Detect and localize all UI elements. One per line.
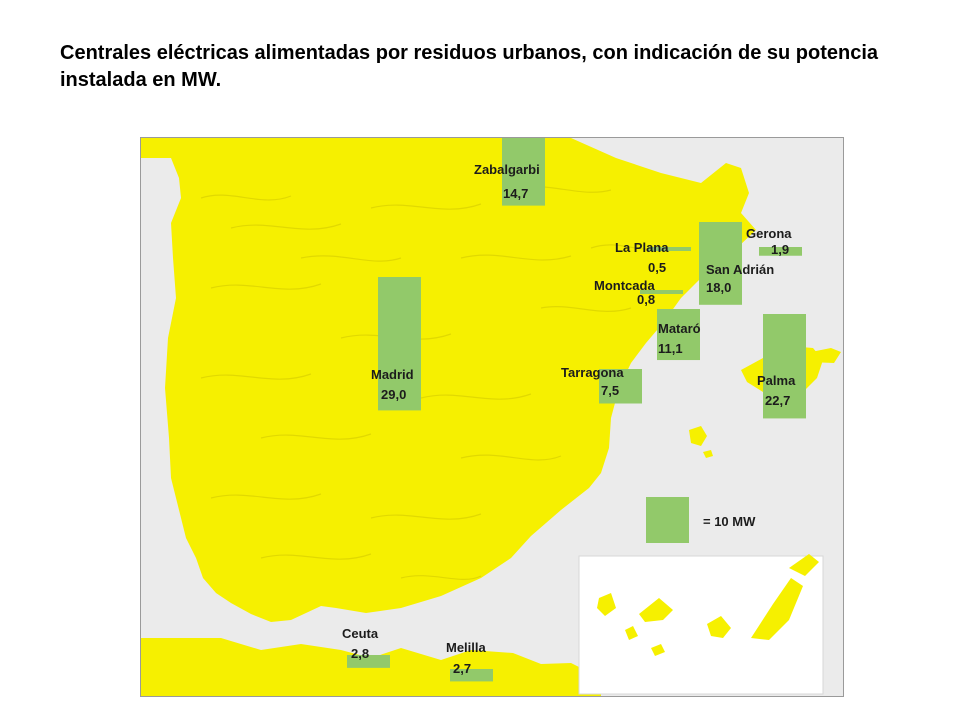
- menorca-island: [801, 348, 841, 363]
- plant-name-label: Tarragona: [561, 365, 624, 380]
- plant-name-label: Zabalgarbi: [474, 162, 540, 177]
- plant-value-label: 29,0: [381, 387, 406, 402]
- plant-name-label: San Adrián: [706, 262, 774, 277]
- plant-value-label: 22,7: [765, 393, 790, 408]
- plant-name-label: La Plana: [615, 240, 669, 255]
- plant-value-label: 1,9: [771, 242, 789, 257]
- bar-zabalgarbi: [502, 138, 545, 206]
- plant-value-label: 0,5: [648, 260, 666, 275]
- plant-value-label: 0,8: [637, 292, 655, 307]
- legend: = 10 MW: [646, 497, 756, 543]
- plant-name-label: Melilla: [446, 640, 487, 655]
- bar-san-adri-n: [699, 222, 742, 305]
- iberia-map: Zabalgarbi 14,7 Gerona 1,9 La Plana 0,5 San Ad…: [140, 137, 844, 697]
- plant-value-label: 2,8: [351, 646, 369, 661]
- plant-name-label: Ceuta: [342, 626, 379, 641]
- plant-name-label: Mataró: [658, 321, 701, 336]
- plant-value-label: 2,7: [453, 661, 471, 676]
- bar-la-plana: [648, 247, 691, 251]
- iberian-peninsula-land: [141, 138, 756, 622]
- canary-islands-inset: [578, 554, 824, 695]
- plant-value-label: 11,1: [658, 341, 683, 356]
- bar-tarragona: [599, 369, 642, 404]
- bar-gerona: [759, 247, 802, 256]
- ibiza-island: [689, 426, 707, 446]
- bar-madrid: [378, 277, 421, 411]
- legend-swatch: [646, 497, 689, 543]
- bar-ceuta: [347, 655, 390, 668]
- bar-montcada: [640, 290, 683, 294]
- plant-value-label: 7,5: [601, 383, 619, 398]
- bar-palma: [763, 314, 806, 419]
- plant-name-label: Madrid: [371, 367, 414, 382]
- legend-label: = 10 MW: [703, 514, 756, 529]
- bar-matar-: [657, 309, 700, 361]
- formentera-island: [703, 450, 713, 458]
- plant-value-label: 18,0: [706, 280, 731, 295]
- map-title: Centrales eléctricas alimentadas por res…: [60, 42, 879, 91]
- plant-value-label: 14,7: [503, 186, 528, 201]
- plant-name-label: Gerona: [746, 226, 792, 241]
- plant-name-label: Montcada: [594, 278, 655, 293]
- power-bars: [347, 138, 806, 682]
- bar-melilla: [450, 669, 493, 682]
- plant-name-label: Palma: [757, 373, 796, 388]
